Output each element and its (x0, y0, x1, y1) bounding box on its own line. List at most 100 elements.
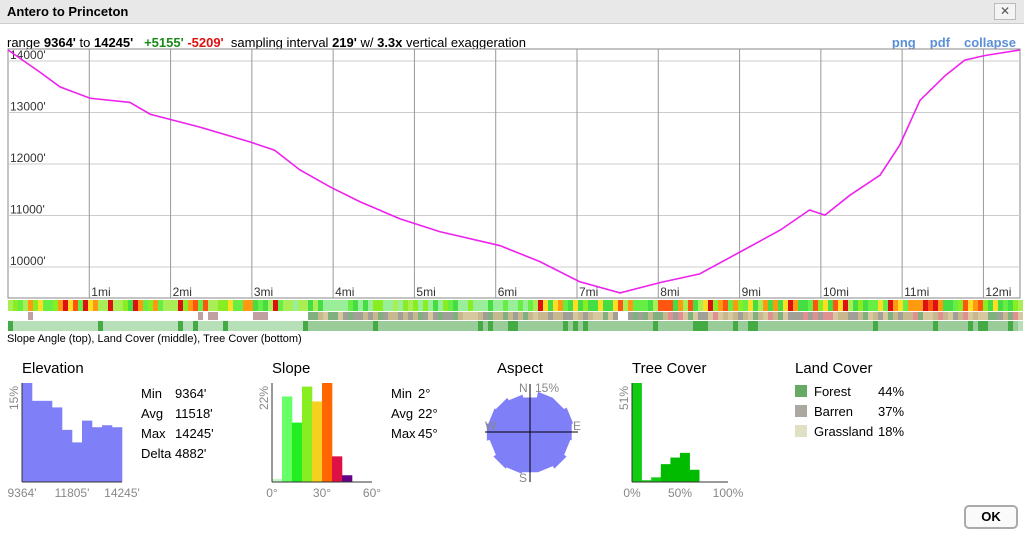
landcover-band-cell (493, 312, 498, 320)
stat-value: 14245' (175, 426, 214, 441)
slope-band-cell (243, 300, 248, 311)
slope-band-cell (858, 300, 863, 311)
slope-band-cell (473, 300, 478, 311)
treecover-band-cell (173, 321, 178, 331)
histogram-bar (641, 480, 652, 482)
treecover-band-cell (208, 321, 213, 331)
treecover-band-cell (558, 321, 563, 331)
slope-band-cell (713, 300, 718, 311)
treecover-band-cell (683, 321, 688, 331)
slope-band-cell (453, 300, 458, 311)
slope-band-cell (853, 300, 858, 311)
stat-value: 9364' (175, 386, 206, 401)
landcover-band-cell (568, 312, 573, 320)
histogram-bar (102, 425, 113, 482)
x-tick-label: 6mi (498, 285, 517, 299)
treecover-band-cell (583, 321, 588, 331)
histogram-bar (680, 452, 690, 482)
range-max: 14245' (93, 35, 134, 50)
slope-band-cell (493, 300, 498, 311)
slope-band-cell (18, 300, 23, 311)
pdf-link[interactable]: pdf (929, 35, 950, 50)
treecover-band-cell (103, 321, 108, 331)
slope-band-cell (623, 300, 628, 311)
slope-band-cell (538, 300, 543, 311)
legend-value: 37% (878, 404, 904, 419)
landcover-band-cell (328, 312, 333, 320)
slope-band-cell (158, 300, 163, 311)
treecover-band-cell (398, 321, 403, 331)
landcover-band-cell (538, 312, 543, 320)
landcover-band-cell (833, 312, 838, 320)
treecover-band-cell (723, 321, 728, 331)
landcover-band-cell (808, 312, 813, 320)
y-tick-label: 13000' (10, 100, 46, 114)
treecover-band-cell (333, 321, 338, 331)
treecover-band-cell (953, 321, 958, 331)
landcover-band-cell (518, 312, 523, 320)
x-tick-label: 7mi (579, 285, 598, 299)
treecover-band-cell (778, 321, 783, 331)
slope-band-cell (303, 300, 308, 311)
slope-band-cell (708, 300, 713, 311)
slope-band-cell (668, 300, 673, 311)
slope-band-cell (763, 300, 768, 311)
slope-band-cell (248, 300, 253, 311)
slope-band-cell (503, 300, 508, 311)
slope-band-cell (133, 300, 138, 311)
landcover-band-cell (448, 312, 453, 320)
landcover-band-cell (968, 312, 973, 320)
landcover-band-cell (828, 312, 833, 320)
slope-band-cell (1003, 300, 1008, 311)
landcover-band-cell (788, 312, 793, 320)
landcover-band-cell (358, 312, 363, 320)
landcover-band-cell (698, 312, 703, 320)
slope-band-cell (278, 300, 283, 311)
treecover-band-cell (1013, 321, 1018, 331)
treecover-band-cell (768, 321, 773, 331)
slope-band-cell (768, 300, 773, 311)
treecover-band-cell (808, 321, 813, 331)
slope-band-cell (513, 300, 518, 311)
treecover-band-cell (128, 321, 133, 331)
treecover-band-cell (153, 321, 158, 331)
treecover-band-cell (593, 321, 598, 331)
landcover-band-cell (693, 312, 698, 320)
treecover-band-cell (368, 321, 373, 331)
slope-band-cell (643, 300, 648, 311)
ok-button[interactable]: OK (964, 505, 1018, 529)
landcover-band-cell (733, 312, 738, 320)
landcover-band-cell (813, 312, 818, 320)
treecover-band-cell (508, 321, 513, 331)
slope-band-cell (873, 300, 878, 311)
landcover-band-cell (583, 312, 588, 320)
treecover-band-cell (428, 321, 433, 331)
stat-label: Min (141, 386, 162, 401)
slope-band-cell (73, 300, 78, 311)
treecover-band-cell (848, 321, 853, 331)
landcover-band-cell (28, 312, 33, 320)
png-link[interactable]: png (891, 35, 916, 50)
slope-band-cell (363, 300, 368, 311)
treecover-band-cell (553, 321, 558, 331)
treecover-band-cell (63, 321, 68, 331)
x-tick-label: 4mi (335, 285, 354, 299)
treecover-band-cell (538, 321, 543, 331)
slope-band-cell (638, 300, 643, 311)
slope-band-cell (988, 300, 993, 311)
treecover-band-cell (248, 321, 253, 331)
slope-band-cell (883, 300, 888, 311)
close-button[interactable]: ✕ (994, 3, 1016, 20)
direction-label: N (519, 381, 528, 395)
slope-band-cell (693, 300, 698, 311)
chart-title: Aspect (497, 360, 544, 377)
x-tick-label: 0° (266, 486, 278, 500)
slope-band-cell (823, 300, 828, 311)
histogram-bar (342, 475, 353, 482)
treecover-band-cell (448, 321, 453, 331)
slope-band-cell (743, 300, 748, 311)
treecover-band-cell (983, 321, 988, 331)
landcover-band-cell (773, 312, 778, 320)
collapse-link[interactable]: collapse (963, 35, 1016, 50)
range-to: to (79, 35, 91, 50)
